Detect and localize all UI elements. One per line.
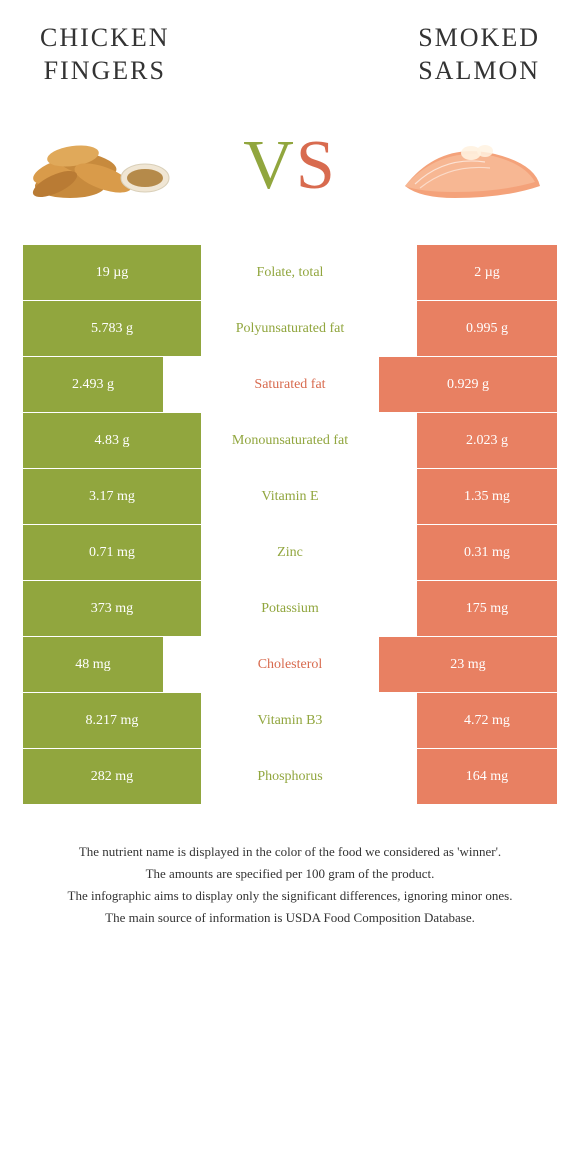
left-value-cell: 8.217 mg: [23, 693, 201, 748]
spacer: [379, 693, 417, 748]
nutrient-comparison-table: 19 µgFolate, total2 µg5.783 gPolyunsatur…: [23, 245, 557, 805]
left-value-cell: 282 mg: [23, 749, 201, 804]
smoked-salmon-image: [380, 111, 560, 221]
table-row: 48 mg Cholesterol23 mg: [23, 637, 557, 693]
header: Chicken Fingers Smoked salmon: [0, 0, 580, 87]
table-row: 19 µgFolate, total 2 µg: [23, 245, 557, 301]
left-value-cell: 373 mg: [23, 581, 201, 636]
right-value-cell: 0.995 g: [417, 301, 557, 356]
table-row: 0.71 mgZinc 0.31 mg: [23, 525, 557, 581]
nutrient-name-cell: Monounsaturated fat: [201, 413, 379, 468]
right-value-cell: 2 µg: [417, 245, 557, 300]
table-row: 4.83 gMonounsaturated fat 2.023 g: [23, 413, 557, 469]
spacer: [379, 525, 417, 580]
vs-v: V: [243, 127, 296, 204]
left-value-cell: 4.83 g: [23, 413, 201, 468]
table-row: 2.493 g Saturated fat0.929 g: [23, 357, 557, 413]
table-row: 282 mgPhosphorus 164 mg: [23, 749, 557, 805]
left-value-cell: 0.71 mg: [23, 525, 201, 580]
right-food-title: Smoked salmon: [418, 22, 540, 87]
left-value-cell: 19 µg: [23, 245, 201, 300]
spacer: [379, 749, 417, 804]
left-value-cell: 48 mg: [23, 637, 163, 692]
footer-line-4: The main source of information is USDA F…: [28, 907, 552, 929]
chicken-fingers-image: [20, 111, 200, 221]
nutrient-name-cell: Phosphorus: [201, 749, 379, 804]
footer-line-2: The amounts are specified per 100 gram o…: [28, 863, 552, 885]
right-value-cell: 0.929 g: [379, 357, 557, 412]
vs-label: VS: [243, 126, 337, 206]
spacer: [379, 301, 417, 356]
right-value-cell: 175 mg: [417, 581, 557, 636]
left-value-cell: 2.493 g: [23, 357, 163, 412]
table-row: 8.217 mgVitamin B3 4.72 mg: [23, 693, 557, 749]
nutrient-name-cell: Potassium: [201, 581, 379, 636]
right-value-cell: 1.35 mg: [417, 469, 557, 524]
spacer: [163, 637, 201, 692]
nutrient-name-cell: Saturated fat: [201, 357, 379, 412]
right-value-cell: 0.31 mg: [417, 525, 557, 580]
right-value-cell: 164 mg: [417, 749, 557, 804]
nutrient-name-cell: Folate, total: [201, 245, 379, 300]
nutrient-name-cell: Polyunsaturated fat: [201, 301, 379, 356]
left-value-cell: 3.17 mg: [23, 469, 201, 524]
nutrient-name-cell: Zinc: [201, 525, 379, 580]
right-value-cell: 2.023 g: [417, 413, 557, 468]
nutrient-name-cell: Vitamin E: [201, 469, 379, 524]
footer-line-1: The nutrient name is displayed in the co…: [28, 841, 552, 863]
spacer: [379, 469, 417, 524]
vs-s: S: [296, 127, 337, 204]
nutrient-name-cell: Cholesterol: [201, 637, 379, 692]
footer-line-3: The infographic aims to display only the…: [28, 885, 552, 907]
spacer: [379, 245, 417, 300]
table-row: 5.783 gPolyunsaturated fat 0.995 g: [23, 301, 557, 357]
left-value-cell: 5.783 g: [23, 301, 201, 356]
footer-notes: The nutrient name is displayed in the co…: [0, 805, 580, 929]
table-row: 373 mgPotassium 175 mg: [23, 581, 557, 637]
spacer: [379, 413, 417, 468]
right-value-cell: 23 mg: [379, 637, 557, 692]
vs-row: VS: [0, 87, 580, 245]
spacer: [379, 581, 417, 636]
spacer: [163, 357, 201, 412]
left-food-title: Chicken Fingers: [40, 22, 170, 87]
right-value-cell: 4.72 mg: [417, 693, 557, 748]
nutrient-name-cell: Vitamin B3: [201, 693, 379, 748]
table-row: 3.17 mgVitamin E 1.35 mg: [23, 469, 557, 525]
